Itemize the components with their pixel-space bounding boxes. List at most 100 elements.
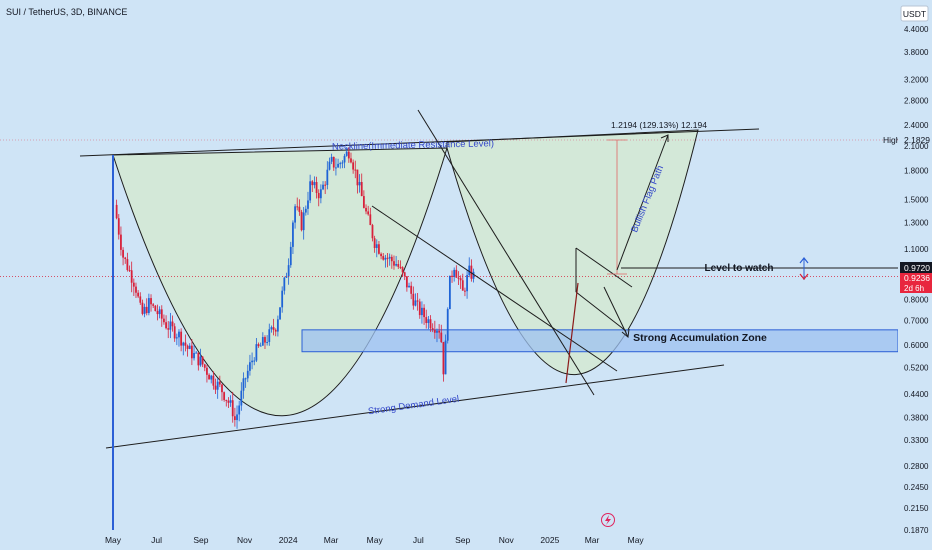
candle-body xyxy=(115,204,118,219)
y-tick-label: 0.2450 xyxy=(904,483,929,492)
candle-body xyxy=(352,162,355,170)
candle-body xyxy=(378,244,380,254)
y-tick-label: 0.7000 xyxy=(904,317,929,326)
candle-body xyxy=(279,307,281,320)
x-tick-label: May xyxy=(628,535,645,545)
candle-body xyxy=(380,253,382,257)
y-tick-label: 1.5000 xyxy=(904,196,929,205)
candle-body xyxy=(292,222,294,247)
outer-channel-line xyxy=(417,109,595,396)
candle-body xyxy=(229,400,232,403)
candle-body xyxy=(328,161,331,170)
candle-body xyxy=(436,330,438,333)
watch-arrow-up xyxy=(799,257,809,264)
candle-body xyxy=(311,181,314,186)
candle-body xyxy=(135,286,137,293)
y-tick-label: 0.4400 xyxy=(904,390,929,399)
candle-body xyxy=(362,196,365,208)
candle-body xyxy=(332,156,335,168)
candle-body xyxy=(384,257,387,260)
candle-body xyxy=(451,275,453,277)
candle-body xyxy=(214,385,217,390)
candle-body xyxy=(154,305,157,312)
candle-body xyxy=(122,249,124,258)
candle-body xyxy=(455,269,458,278)
y-tick-label: 3.2000 xyxy=(904,75,929,84)
candle-body xyxy=(386,257,389,259)
candle-body xyxy=(457,277,460,279)
lightning-icon[interactable] xyxy=(601,513,615,527)
candle-body xyxy=(390,256,393,262)
candle-body xyxy=(206,367,208,375)
symbol-title: SUI / TetherUS, 3D, BINANCE xyxy=(6,7,127,17)
candle-body xyxy=(446,309,449,341)
neckline-label: Neckline(Immediate Resistance Level) xyxy=(332,138,494,152)
candle-body xyxy=(197,352,200,366)
candle-body xyxy=(160,309,163,319)
demand-line xyxy=(105,364,725,449)
candle-body xyxy=(397,264,400,267)
candle-body xyxy=(388,256,391,259)
candle-body xyxy=(371,225,374,239)
candle-body xyxy=(302,212,305,231)
x-tick-label: May xyxy=(367,535,384,545)
candle-body xyxy=(442,342,445,375)
candle-body xyxy=(294,206,296,223)
candle-body xyxy=(167,328,170,330)
candle-body xyxy=(203,364,206,368)
candle-body xyxy=(382,256,385,260)
candle-body xyxy=(444,340,447,375)
candle-body xyxy=(175,337,178,339)
zone-arrow xyxy=(603,286,629,338)
x-tick-label: Mar xyxy=(324,535,339,545)
y-tick-label: 2.1000 xyxy=(904,142,929,151)
candle-body xyxy=(365,207,367,212)
y-tick-labels: 4.4000 3.8000 3.2000 2.8000 2.4000 2.1000 1.80… xyxy=(904,25,929,535)
candle-body xyxy=(330,156,333,162)
trend-lines xyxy=(0,109,898,530)
candle-body xyxy=(360,182,363,197)
candle-body xyxy=(227,400,230,403)
candle-body xyxy=(322,184,324,190)
candle-body xyxy=(304,208,307,213)
candle-body xyxy=(199,356,202,366)
y-tick-label: 0.3300 xyxy=(904,436,929,445)
candle-body xyxy=(182,342,185,346)
candle-body xyxy=(117,218,120,235)
y-tick-label: 4.4000 xyxy=(904,25,929,34)
candle-body xyxy=(315,182,318,193)
candle-body xyxy=(453,269,456,277)
candle-body xyxy=(261,337,264,346)
x-tick-label: Mar xyxy=(585,535,600,545)
candle-body xyxy=(272,327,275,330)
candle-series xyxy=(115,147,475,429)
projection-label: 1.2194 (129.13%) 12.194 xyxy=(611,120,707,130)
candle-body xyxy=(236,414,238,421)
watch-arrow-down xyxy=(799,273,809,280)
candle-body xyxy=(367,211,370,215)
y-tick-label: 1.1000 xyxy=(904,245,929,254)
y-tick-label: 1.3000 xyxy=(904,218,929,227)
candle-body xyxy=(274,329,277,332)
watch-price-tag: 0.9720 xyxy=(904,263,930,273)
candle-body xyxy=(287,265,290,277)
currency-badge[interactable] xyxy=(900,5,929,22)
candle-body xyxy=(266,341,269,343)
candle-body xyxy=(339,163,342,165)
candle-body xyxy=(298,206,301,212)
candle-body xyxy=(309,181,312,201)
flag-path-arrowhead xyxy=(660,134,669,142)
y-tick-label: 0.1870 xyxy=(904,526,929,535)
candle-body xyxy=(242,378,245,391)
candle-body xyxy=(285,276,288,278)
candle-body xyxy=(281,290,284,308)
candle-body xyxy=(270,327,273,330)
candle-body xyxy=(251,360,253,363)
candle-body xyxy=(276,319,279,332)
candle-body xyxy=(188,345,191,349)
candle-body xyxy=(173,326,176,339)
flag-lower-line xyxy=(575,291,627,332)
candle-body xyxy=(369,214,372,226)
candle-body xyxy=(350,158,352,163)
